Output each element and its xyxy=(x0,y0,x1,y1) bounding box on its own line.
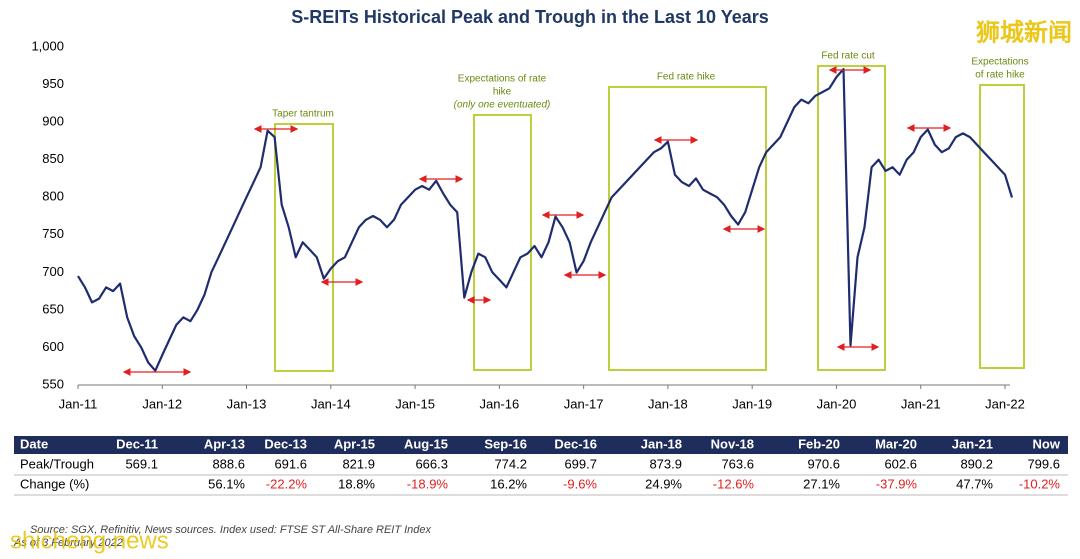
table-header-cell: Feb-20 xyxy=(798,436,840,451)
table-header-cell: Nov-18 xyxy=(711,436,754,451)
annotation-text: hike xyxy=(493,87,512,98)
table-cell: 763.6 xyxy=(721,456,754,471)
annotation-text: Expectations xyxy=(971,57,1028,68)
chart-title: S-REITs Historical Peak and Trough in th… xyxy=(291,7,769,27)
table-header-cell: Jan-18 xyxy=(641,436,682,451)
table-header-cell: Jan-21 xyxy=(952,436,993,451)
y-tick-label: 800 xyxy=(42,189,64,204)
table-cell: 873.9 xyxy=(649,456,682,471)
x-tick-label: Jan-17 xyxy=(564,396,604,411)
y-tick-label: 700 xyxy=(42,264,64,279)
table-cell: 799.6 xyxy=(1027,456,1060,471)
x-tick-label: Jan-16 xyxy=(479,396,519,411)
x-tick-label: Jan-14 xyxy=(311,396,351,411)
x-tick-label: Jan-20 xyxy=(817,396,857,411)
table-cell: 24.9% xyxy=(645,476,682,491)
date-note: As of 3 February 2022 xyxy=(13,537,123,549)
table-header xyxy=(14,436,1068,454)
annotation-box xyxy=(608,86,767,371)
table-cell: Change (%) xyxy=(20,476,89,491)
table-cell: -12.6% xyxy=(713,476,755,491)
x-tick-label: Jan-13 xyxy=(227,396,267,411)
y-tick-label: 550 xyxy=(42,376,64,391)
table-header-cell: Apr-15 xyxy=(334,436,375,451)
y-tick-label: 750 xyxy=(42,226,64,241)
table-cell: Peak/Trough xyxy=(20,456,94,471)
x-tick-label: Jan-21 xyxy=(901,396,941,411)
table-header-cell: Dec-16 xyxy=(554,436,597,451)
table-cell: -18.9% xyxy=(407,476,449,491)
table-cell: 602.6 xyxy=(884,456,917,471)
table-cell: 821.9 xyxy=(342,456,375,471)
table-cell: 16.2% xyxy=(490,476,527,491)
table-cell: 774.2 xyxy=(494,456,527,471)
table-cell: -9.6% xyxy=(563,476,597,491)
table-cell: 691.6 xyxy=(274,456,307,471)
table-header-cell: Now xyxy=(1033,436,1061,451)
table-cell: 47.7% xyxy=(956,476,993,491)
x-tick-label: Jan-18 xyxy=(648,396,688,411)
table-cell: 666.3 xyxy=(415,456,448,471)
table-cell: 56.1% xyxy=(208,476,245,491)
table-cell: 970.6 xyxy=(807,456,840,471)
x-tick-label: Jan-15 xyxy=(395,396,435,411)
annotation-text: Expectations of rate xyxy=(458,74,547,85)
x-tick-label: Jan-11 xyxy=(59,396,98,411)
annotation-box xyxy=(817,65,886,371)
x-tick-label: Jan-19 xyxy=(732,396,772,411)
table-cell: 18.8% xyxy=(338,476,375,491)
annotation-text: (only one eventuated) xyxy=(454,100,551,111)
table-cell: 888.6 xyxy=(212,456,245,471)
y-tick-label: 850 xyxy=(42,151,64,166)
x-tick-label: Jan-22 xyxy=(985,396,1025,411)
annotation-text: of rate hike xyxy=(975,70,1025,81)
table-header-cell: Mar-20 xyxy=(875,436,917,451)
table-cell: 569.1 xyxy=(125,456,158,471)
table-cell: -22.2% xyxy=(266,476,308,491)
table-header-cell: Aug-15 xyxy=(404,436,448,451)
table-header-cell: Sep-16 xyxy=(484,436,527,451)
y-tick-label: 1,000 xyxy=(31,38,64,53)
table-cell: -37.9% xyxy=(876,476,918,491)
annotation-box xyxy=(979,84,1025,369)
annotation-box xyxy=(274,123,334,372)
annotation-text: Fed rate cut xyxy=(821,51,875,62)
y-tick-label: 600 xyxy=(42,339,64,354)
y-tick-label: 650 xyxy=(42,301,64,316)
table-cell: 699.7 xyxy=(564,456,597,471)
annotation-text: Taper tantrum xyxy=(272,109,334,120)
annotation-text: Fed rate hike xyxy=(657,72,716,83)
plot: 550 600 650 700 750 800 850 900 950 1,000 Jan-11 Ja… xyxy=(31,38,1028,411)
source-note: Source: SGX, Refinitiv, News sources. In… xyxy=(30,524,432,536)
table-header-cell: Date xyxy=(20,436,48,451)
line xyxy=(77,68,1014,372)
y-tick-label: 900 xyxy=(42,114,64,129)
table-header-cell: Apr-13 xyxy=(204,436,245,451)
y-tick-label: 950 xyxy=(42,76,64,91)
x-tick-label: Jan-12 xyxy=(142,396,182,411)
table-header-cell: Dec-13 xyxy=(264,436,307,451)
table-cell: -10.2% xyxy=(1019,476,1061,491)
annotation-box xyxy=(473,114,532,371)
table-cell: 27.1% xyxy=(803,476,840,491)
table-cell: 890.2 xyxy=(960,456,993,471)
watermark: shicheng.news xyxy=(10,527,169,554)
table-header-cell: Dec-11 xyxy=(116,436,158,451)
table: Date Dec-11 Apr-13 Dec-13 Apr-15 Aug-15 Sep-16… xyxy=(14,436,1068,496)
watermark: 狮城新闻 xyxy=(976,18,1072,46)
